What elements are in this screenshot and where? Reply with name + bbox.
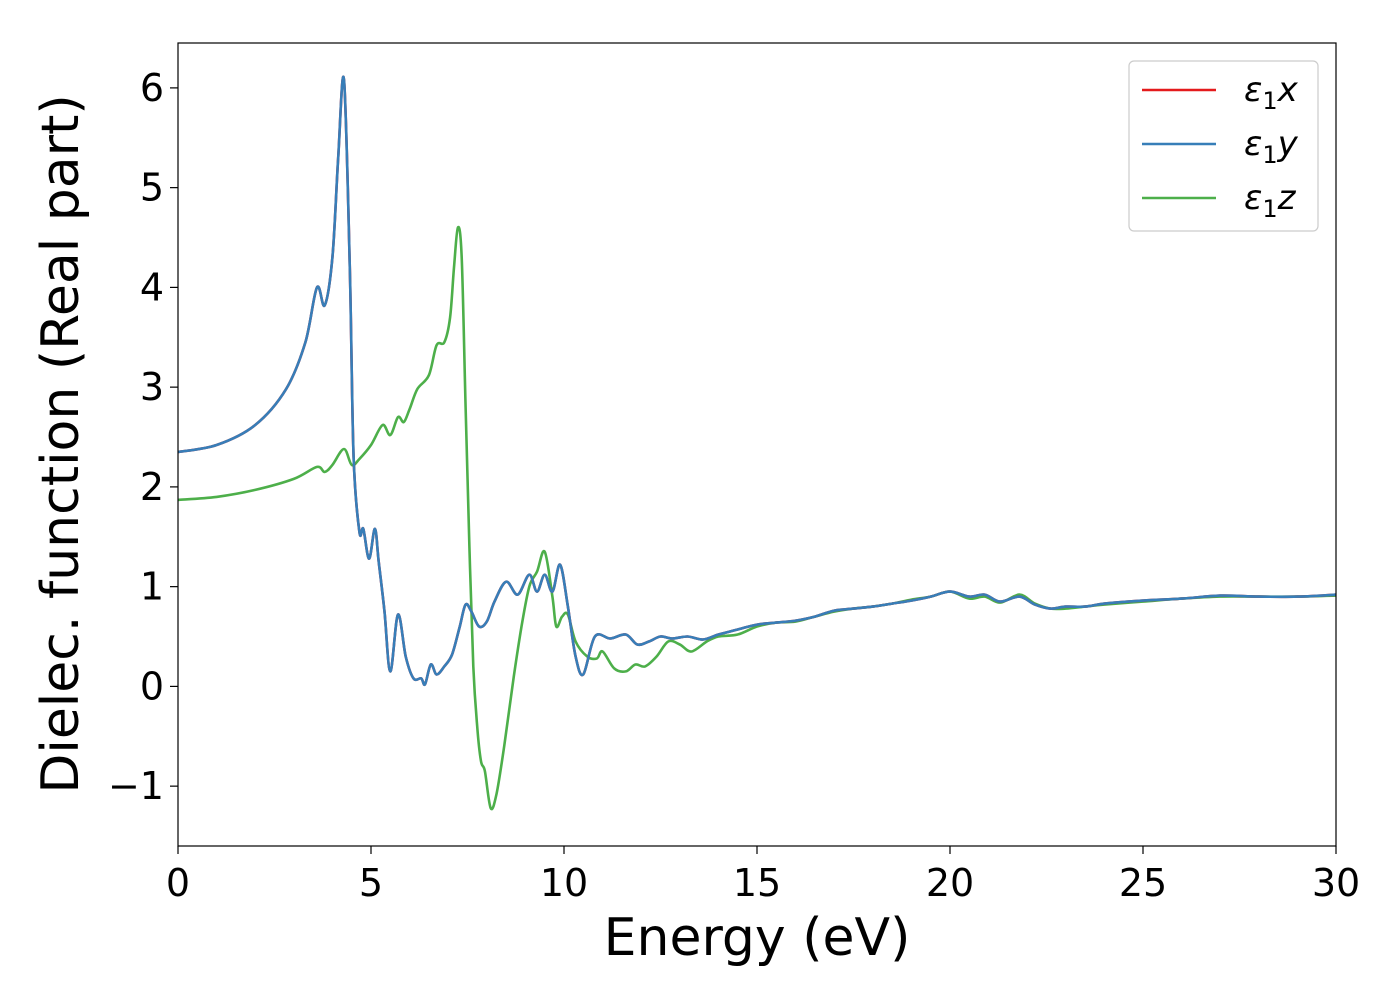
x-tick-label: 25 — [1119, 861, 1167, 905]
x-tick-label: 0 — [166, 861, 190, 905]
y-axis: −1 0 1 2 3 4 5 6 — [108, 66, 178, 808]
legend: ε1x ε1y ε1z — [1128, 60, 1319, 232]
y-tick-label: 2 — [140, 465, 164, 509]
x-tick-label: 10 — [540, 861, 588, 905]
legend-label-z: ε1z — [1244, 178, 1297, 223]
x-axis: 0 5 10 15 20 25 30 — [166, 846, 1360, 905]
y-tick-label: 1 — [140, 565, 164, 609]
legend-label-x: ε1x — [1244, 70, 1299, 115]
x-tick-label: 15 — [733, 861, 781, 905]
y-tick-label: 3 — [140, 365, 164, 409]
x-tick-label: 20 — [926, 861, 974, 905]
x-tick-label: 30 — [1312, 861, 1360, 905]
series-line-z — [177, 225, 1337, 811]
y-tick-label: 4 — [140, 265, 164, 309]
legend-box — [1128, 60, 1319, 232]
x-tick-label: 5 — [359, 861, 383, 905]
y-tick-label: −1 — [108, 764, 164, 808]
series-layer — [177, 75, 1337, 811]
legend-label-y: ε1y — [1244, 124, 1299, 169]
x-axis-title: Energy (eV) — [604, 908, 911, 968]
y-axis-title: Dielec. function (Real part) — [31, 94, 91, 793]
series-line-y — [177, 75, 1337, 687]
y-tick-label: 5 — [140, 166, 164, 210]
y-tick-label: 6 — [140, 66, 164, 110]
y-tick-label: 0 — [140, 664, 164, 708]
